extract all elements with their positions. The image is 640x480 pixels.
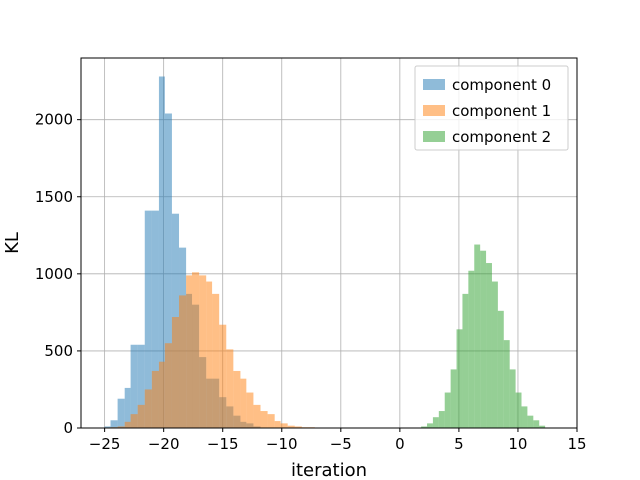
series-2-bars xyxy=(421,244,546,428)
legend-label: component 0 xyxy=(452,76,551,94)
x-axis-label: iteration xyxy=(291,460,367,480)
legend-swatch xyxy=(423,131,445,142)
histogram-bar xyxy=(509,369,516,428)
histogram-bar xyxy=(521,406,528,428)
histogram-bar xyxy=(144,210,152,428)
histogram-bar xyxy=(432,417,439,428)
histogram-bar xyxy=(260,411,268,428)
x-tick-label: 5 xyxy=(454,435,464,453)
histogram-bar xyxy=(421,426,428,428)
histogram-bar xyxy=(179,295,187,428)
histogram-bar xyxy=(240,378,247,428)
x-tick-label: 15 xyxy=(567,435,586,453)
legend-label: component 1 xyxy=(452,102,551,120)
y-tick-label: 1500 xyxy=(35,188,73,206)
histogram-bar xyxy=(274,421,281,428)
histogram-bar xyxy=(450,369,457,428)
histogram-bar xyxy=(124,387,131,428)
histogram-bar xyxy=(171,317,180,428)
histogram-bar xyxy=(130,344,138,428)
histogram-bar xyxy=(486,263,492,428)
histogram-bar xyxy=(480,250,487,428)
histogram-bar xyxy=(456,329,463,428)
histogram-bar xyxy=(110,420,118,428)
histogram-bar xyxy=(438,411,445,428)
histogram-bar xyxy=(199,275,207,428)
histogram-bar xyxy=(219,324,227,428)
histogram-bar xyxy=(246,392,254,428)
histogram-bar xyxy=(267,414,275,428)
histogram-bar xyxy=(280,423,288,428)
y-tick-label: 500 xyxy=(44,342,73,360)
histogram-bar xyxy=(130,414,138,428)
histogram-bar xyxy=(468,270,475,428)
histogram-bar xyxy=(144,389,152,428)
histogram-bar xyxy=(137,344,145,428)
x-tick-label: 0 xyxy=(395,435,405,453)
histogram-bar xyxy=(533,420,540,428)
legend-swatch xyxy=(423,79,445,90)
x-tick-label: −10 xyxy=(266,435,298,453)
x-tick-label: −15 xyxy=(207,435,239,453)
histogram-bar xyxy=(226,349,234,428)
histogram-bar xyxy=(233,370,241,428)
legend: component 0 component 1 component 2 xyxy=(414,65,569,151)
x-tick-label: −5 xyxy=(330,435,352,453)
y-tick-label: 2000 xyxy=(35,111,73,129)
x-tick-label: 10 xyxy=(508,435,527,453)
histogram-bar xyxy=(104,426,111,428)
histogram-bar xyxy=(124,421,131,428)
x-axis-ticks: −25 −20 −15 −10 −5 0 5 10 15 xyxy=(89,428,587,453)
histogram-bar xyxy=(206,281,213,428)
legend-label: component 2 xyxy=(452,128,551,146)
y-axis-ticks: 0 500 1000 1500 2000 xyxy=(35,111,81,437)
histogram-bar xyxy=(287,425,295,428)
histogram-bar xyxy=(212,293,220,428)
histogram-bar xyxy=(117,426,125,428)
histogram-bar xyxy=(158,76,165,428)
histogram-bar xyxy=(294,426,302,428)
histogram-bars xyxy=(104,76,546,428)
histogram-bar xyxy=(151,370,159,428)
legend-box xyxy=(414,65,569,151)
histogram-bar xyxy=(427,423,433,428)
histogram-bar xyxy=(503,340,510,428)
histogram-bar xyxy=(164,343,172,428)
y-axis-label: KL xyxy=(2,232,23,254)
y-tick-label: 1000 xyxy=(35,265,73,283)
legend-swatch xyxy=(423,105,445,116)
histogram-bar xyxy=(462,293,469,428)
series-1-bars xyxy=(110,272,335,428)
histogram-bar xyxy=(158,361,165,428)
histogram-bar xyxy=(151,210,159,428)
x-tick-label: −25 xyxy=(89,435,121,453)
histogram-bar xyxy=(491,281,498,428)
histogram-bar xyxy=(137,404,145,428)
histogram-bar xyxy=(515,392,522,428)
histogram-bar xyxy=(497,310,504,428)
histogram-bar xyxy=(444,392,451,428)
histogram-bar xyxy=(539,425,546,428)
histogram-bar xyxy=(117,398,125,428)
histogram-bar xyxy=(164,113,172,428)
histogram-bar xyxy=(192,272,200,428)
y-tick-label: 0 xyxy=(63,419,73,437)
histogram-bar xyxy=(186,275,193,428)
histogram-bar xyxy=(253,404,261,428)
histogram-bar xyxy=(474,244,481,428)
plot-area-frame xyxy=(80,57,578,429)
histogram-bar xyxy=(527,415,534,428)
x-tick-label: −20 xyxy=(148,435,180,453)
